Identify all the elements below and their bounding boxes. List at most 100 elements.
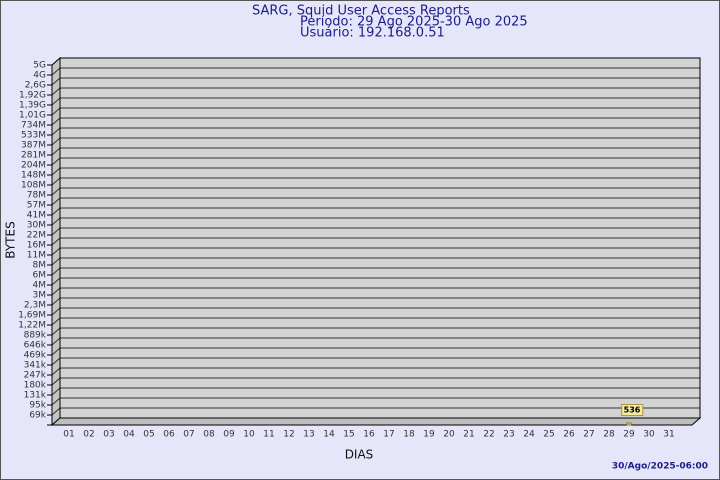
- value-label-box: [621, 404, 644, 416]
- x-tick-label: 22: [483, 430, 494, 440]
- y-tick-label: 180k: [24, 380, 47, 390]
- y-tick-label: 4M: [33, 280, 47, 290]
- x-tick-label: 18: [403, 430, 415, 440]
- grid-line: [51, 87, 700, 96]
- grid-line: [51, 337, 700, 346]
- x-tick-label: 30: [643, 430, 655, 440]
- grid-line: [51, 357, 700, 366]
- x-tick-label: 17: [383, 430, 394, 440]
- x-tick-label: 11: [263, 430, 274, 440]
- y-tick-label: 1,22M: [18, 320, 46, 330]
- y-tick-label: 1,39G: [19, 100, 46, 110]
- grid-line: [51, 177, 700, 186]
- y-tick-label: 11M: [27, 250, 46, 260]
- y-tick-label: 533M: [21, 130, 46, 140]
- x-axis-label: DIAS: [345, 448, 374, 462]
- x-tick-label: 02: [83, 430, 94, 440]
- grid-line: [51, 297, 700, 306]
- x-tick-label: 03: [103, 430, 114, 440]
- grid-line: [51, 117, 700, 126]
- grid-line: [51, 77, 700, 86]
- x-tick-label: 23: [503, 430, 514, 440]
- y-tick-label: 387M: [21, 140, 46, 150]
- y-tick-label: 57M: [27, 200, 46, 210]
- x-tick-label: 04: [123, 430, 135, 440]
- y-tick-label: 22M: [27, 230, 46, 240]
- grid-line: [51, 347, 700, 356]
- y-tick-label: 69k: [29, 410, 46, 420]
- grid-line: [51, 327, 700, 336]
- x-tick-label: 07: [183, 430, 194, 440]
- y-tick-label: 646k: [24, 340, 47, 350]
- grid-line: [51, 287, 700, 296]
- y-tick-label: 3M: [33, 290, 47, 300]
- y-tick-label: 41M: [27, 210, 46, 220]
- grid-line: [51, 57, 700, 66]
- x-tick-label: 21: [463, 430, 474, 440]
- grid-line: [51, 157, 700, 166]
- grid-line: [51, 367, 700, 376]
- x-tick-label: 27: [583, 430, 594, 440]
- grid-line: [51, 97, 700, 106]
- grid-line: [51, 237, 700, 246]
- y-tick-label: 341k: [24, 360, 47, 370]
- x-tick-label: 25: [543, 430, 554, 440]
- y-axis-label: BYTES: [4, 221, 18, 258]
- y-tick-label: 30M: [27, 220, 46, 230]
- value-label: 536: [624, 406, 641, 415]
- y-tick-label: 148M: [21, 170, 46, 180]
- x-tick-label: 28: [603, 430, 615, 440]
- x-tick-label: 20: [443, 430, 455, 440]
- x-tick-label: 24: [523, 430, 535, 440]
- x-tick-label: 10: [243, 430, 255, 440]
- y-tick-label: 6M: [33, 270, 47, 280]
- x-tick-label: 19: [423, 430, 435, 440]
- grid-line: [51, 137, 700, 146]
- grid-line: [51, 147, 700, 156]
- y-tick-label: 281M: [21, 150, 46, 160]
- grid-line: [51, 387, 700, 396]
- grid-line: [51, 107, 700, 116]
- y-tick-label: 4G: [33, 70, 46, 80]
- y-tick-label: 78M: [27, 190, 46, 200]
- grid-line: [51, 217, 700, 226]
- y-tick-label: 469k: [24, 350, 47, 360]
- x-tick-label: 14: [323, 430, 335, 440]
- y-tick-label: 734M: [21, 120, 46, 130]
- chart-title: SARG, Squid User Access Reports: [252, 4, 470, 19]
- x-tick-label: 31: [663, 430, 674, 440]
- grid-line: [51, 267, 700, 276]
- grid-line: [51, 257, 700, 266]
- y-tick-label: 2,6G: [25, 80, 46, 90]
- grid-line: [51, 67, 700, 76]
- footer: 30/Ago/2025-06:00: [612, 462, 708, 472]
- y-tick-label: 1,01G: [19, 110, 46, 120]
- y-tick-label: 131k: [24, 390, 47, 400]
- y-tick-label: 95k: [29, 400, 46, 410]
- x-tick-label: 09: [223, 430, 235, 440]
- grid-line: [51, 277, 700, 286]
- x-tick-label: 08: [203, 430, 215, 440]
- grid-line: [51, 187, 700, 196]
- x-tick-label: 01: [63, 430, 74, 440]
- x-tick-label: 15: [343, 430, 354, 440]
- grid-line: [51, 397, 700, 406]
- user: Usuário: 192.168.0.51: [300, 26, 445, 41]
- x-tick-label: 06: [163, 430, 175, 440]
- grid-line: [51, 227, 700, 236]
- x-tick-label: 26: [563, 430, 575, 440]
- x-tick-label: 12: [283, 430, 294, 440]
- y-tick-label: 1,92G: [19, 90, 46, 100]
- period: Período: 29 Ago 2025-30 Ago 2025: [300, 15, 528, 30]
- x-tick-label: 16: [363, 430, 375, 440]
- y-tick-label: 8M: [33, 260, 47, 270]
- y-tick-label: 1,69M: [18, 310, 46, 320]
- y-tick-label: 204M: [21, 160, 46, 170]
- grid-line: [51, 317, 700, 326]
- x-tick-label: 05: [143, 430, 154, 440]
- y-tick-label: 2,3M: [24, 300, 46, 310]
- grid-line: [51, 207, 700, 216]
- grid-line: [51, 247, 700, 256]
- x-tick-label: 29: [623, 430, 635, 440]
